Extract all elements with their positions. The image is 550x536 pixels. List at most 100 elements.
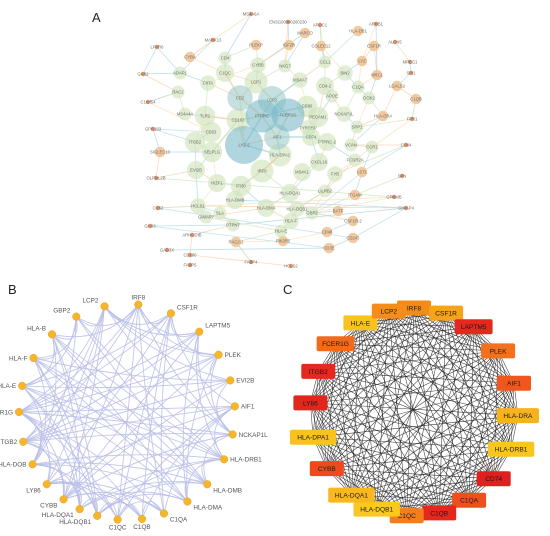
panel-a-edge xyxy=(232,207,407,226)
panel-a-edge xyxy=(224,13,252,59)
panel-b-edge xyxy=(104,306,231,381)
panel-a-node-label: LCP1 xyxy=(251,80,262,85)
panel-b-edge xyxy=(63,490,82,510)
panel-b-node-label: PLEK xyxy=(225,352,242,359)
panel-a-node-circle xyxy=(391,194,397,200)
panel-c-edge xyxy=(413,307,519,416)
panel-c-edge xyxy=(310,402,512,450)
panel-c-edge xyxy=(310,402,470,501)
panel-a-node-label: CSF1R xyxy=(367,44,381,49)
panel-b-edge xyxy=(22,357,43,387)
panel-a-node-hla-db1: HLA-DB1 xyxy=(349,25,368,37)
panel-b-node-dot xyxy=(72,312,81,321)
panel-a-node-nkg7: NKG7 xyxy=(278,59,292,73)
panel-a-node-label: COLEC12 xyxy=(311,44,331,49)
panel-a-node-circle xyxy=(399,173,405,179)
panel-a-node-gab3x: GAB3X xyxy=(160,248,174,253)
panel-c-edge xyxy=(351,322,361,496)
panel-a-edge xyxy=(189,254,292,267)
panel-a-edge xyxy=(311,194,356,214)
panel-a-edge xyxy=(394,41,411,63)
panel-b-node-label: C1QA xyxy=(170,517,188,524)
panel-a-node-label: CD3E xyxy=(323,246,334,251)
panel-a-node-circle xyxy=(225,126,263,164)
panel-a-node-label: AIF1 xyxy=(273,135,283,140)
panel-a-node-circle xyxy=(187,262,193,268)
panel-a-node-label: CD4-2 xyxy=(319,84,332,89)
panel-a-node-hla-dra: HLA-DRA xyxy=(374,110,392,122)
panel-b-node-hla-dob: HLA-DOB xyxy=(0,460,37,469)
panel-c-edge xyxy=(388,310,499,352)
panel-b-edge xyxy=(32,454,225,465)
panel-a-node-circle xyxy=(318,55,332,69)
panel-b-node-dot xyxy=(75,505,84,514)
panel-b-edge xyxy=(170,313,236,407)
panel-a-node-label: PTPRC xyxy=(255,114,269,119)
panel-a-node-circle xyxy=(278,59,292,73)
panel-b-edge xyxy=(203,434,233,485)
panel-c-node-c1qb: C1QB xyxy=(422,505,457,521)
panel-b-edge xyxy=(18,411,42,465)
panel-b-network: IRF8 CSF1R LAPTM5 PLEK EVI2B AIF1 NCKAP1L HLA-D… xyxy=(0,295,268,532)
panel-a-node-cd4-2: CD4-2 xyxy=(316,77,334,95)
panel-a-node-circle xyxy=(164,247,170,253)
panel-c-edge xyxy=(326,312,447,469)
panel-a-node-circle xyxy=(155,205,161,211)
panel-b-edge xyxy=(201,458,225,485)
panel-a-node-spn: SPN xyxy=(398,174,407,179)
panel-a-node-label: HLA-F xyxy=(285,219,298,224)
panel-a-node-circle xyxy=(154,44,160,50)
panel-b-edge xyxy=(46,306,105,485)
panel-b-edge xyxy=(63,304,139,500)
panel-a-node-circle xyxy=(271,98,305,132)
panel-a-node-circle xyxy=(218,51,232,65)
panel-b-node-label: LY86 xyxy=(26,487,41,494)
panel-a-node-csf1r: CSF1R xyxy=(367,40,381,52)
panel-a-node-label: IGF2R xyxy=(283,43,295,48)
panel-a-node-circle xyxy=(194,105,216,127)
panel-b-node-label: FCER1G xyxy=(0,409,13,416)
panel-a-node-lpar6: LPAR6 xyxy=(151,45,165,50)
panel-b-letter: B xyxy=(8,282,17,297)
panel-a-node-ms4a6a: MS4A6A xyxy=(243,12,260,17)
panel-b-node-dot xyxy=(113,515,122,524)
panel-a-node-cd163: CD163 xyxy=(226,108,250,132)
panel-c-node-label: ITGB2 xyxy=(309,369,328,376)
panel-c-edge xyxy=(326,310,390,469)
panel-c-node-box xyxy=(496,408,539,424)
panel-a-node-label: OLFML2B xyxy=(146,176,165,181)
panel-c-edge xyxy=(326,468,494,480)
panel-b-edge xyxy=(213,434,233,460)
panel-b-node-label: HLA-DRB1 xyxy=(230,457,262,464)
panel-b-node-dot xyxy=(226,376,235,385)
panel-b-edge xyxy=(18,411,165,514)
panel-c-edge xyxy=(406,326,474,516)
panel-c-node-label: C1QA xyxy=(460,498,479,505)
panel-c-edge xyxy=(388,311,407,516)
panel-a-edge xyxy=(142,46,158,75)
panel-a-node-circle xyxy=(250,57,266,73)
panel-b-node-c1qa: C1QA xyxy=(159,509,188,524)
panel-a-node-circle xyxy=(200,121,222,143)
panel-a-node-label: BIN2 xyxy=(340,71,350,76)
panel-c-node-box xyxy=(422,505,457,521)
panel-b-node-nckap1l: NCKAP1L xyxy=(228,430,268,439)
panel-a-node-rac2: RAC2 xyxy=(171,85,185,99)
panel-a-node-label: CD53 xyxy=(206,130,217,135)
panel-c-edge xyxy=(438,326,474,513)
panel-a-node-label: CD163 xyxy=(231,118,245,123)
panel-a-node-olfml2b: OLFML2B xyxy=(146,176,165,181)
panel-a-node-label: EVI2B xyxy=(190,168,202,173)
panel-c-edge xyxy=(360,322,377,510)
panel-a-node-circle xyxy=(409,116,415,122)
panel-b-node-fcer1g: FCER1G xyxy=(0,407,24,416)
panel-a-node-circle xyxy=(408,70,414,76)
panel-c-edge xyxy=(388,311,440,513)
panel-a-node-ptprc: PTPRC xyxy=(245,99,279,133)
panel-a-node-circle xyxy=(368,40,380,52)
panel-a-node-cd3e: CD3E xyxy=(323,242,335,254)
panel-c-edge xyxy=(406,383,515,516)
panel-a-node-ms4a4a: MS4A4A xyxy=(177,107,193,121)
panel-a-node-circle xyxy=(365,140,379,154)
panel-b-edge xyxy=(63,493,143,520)
